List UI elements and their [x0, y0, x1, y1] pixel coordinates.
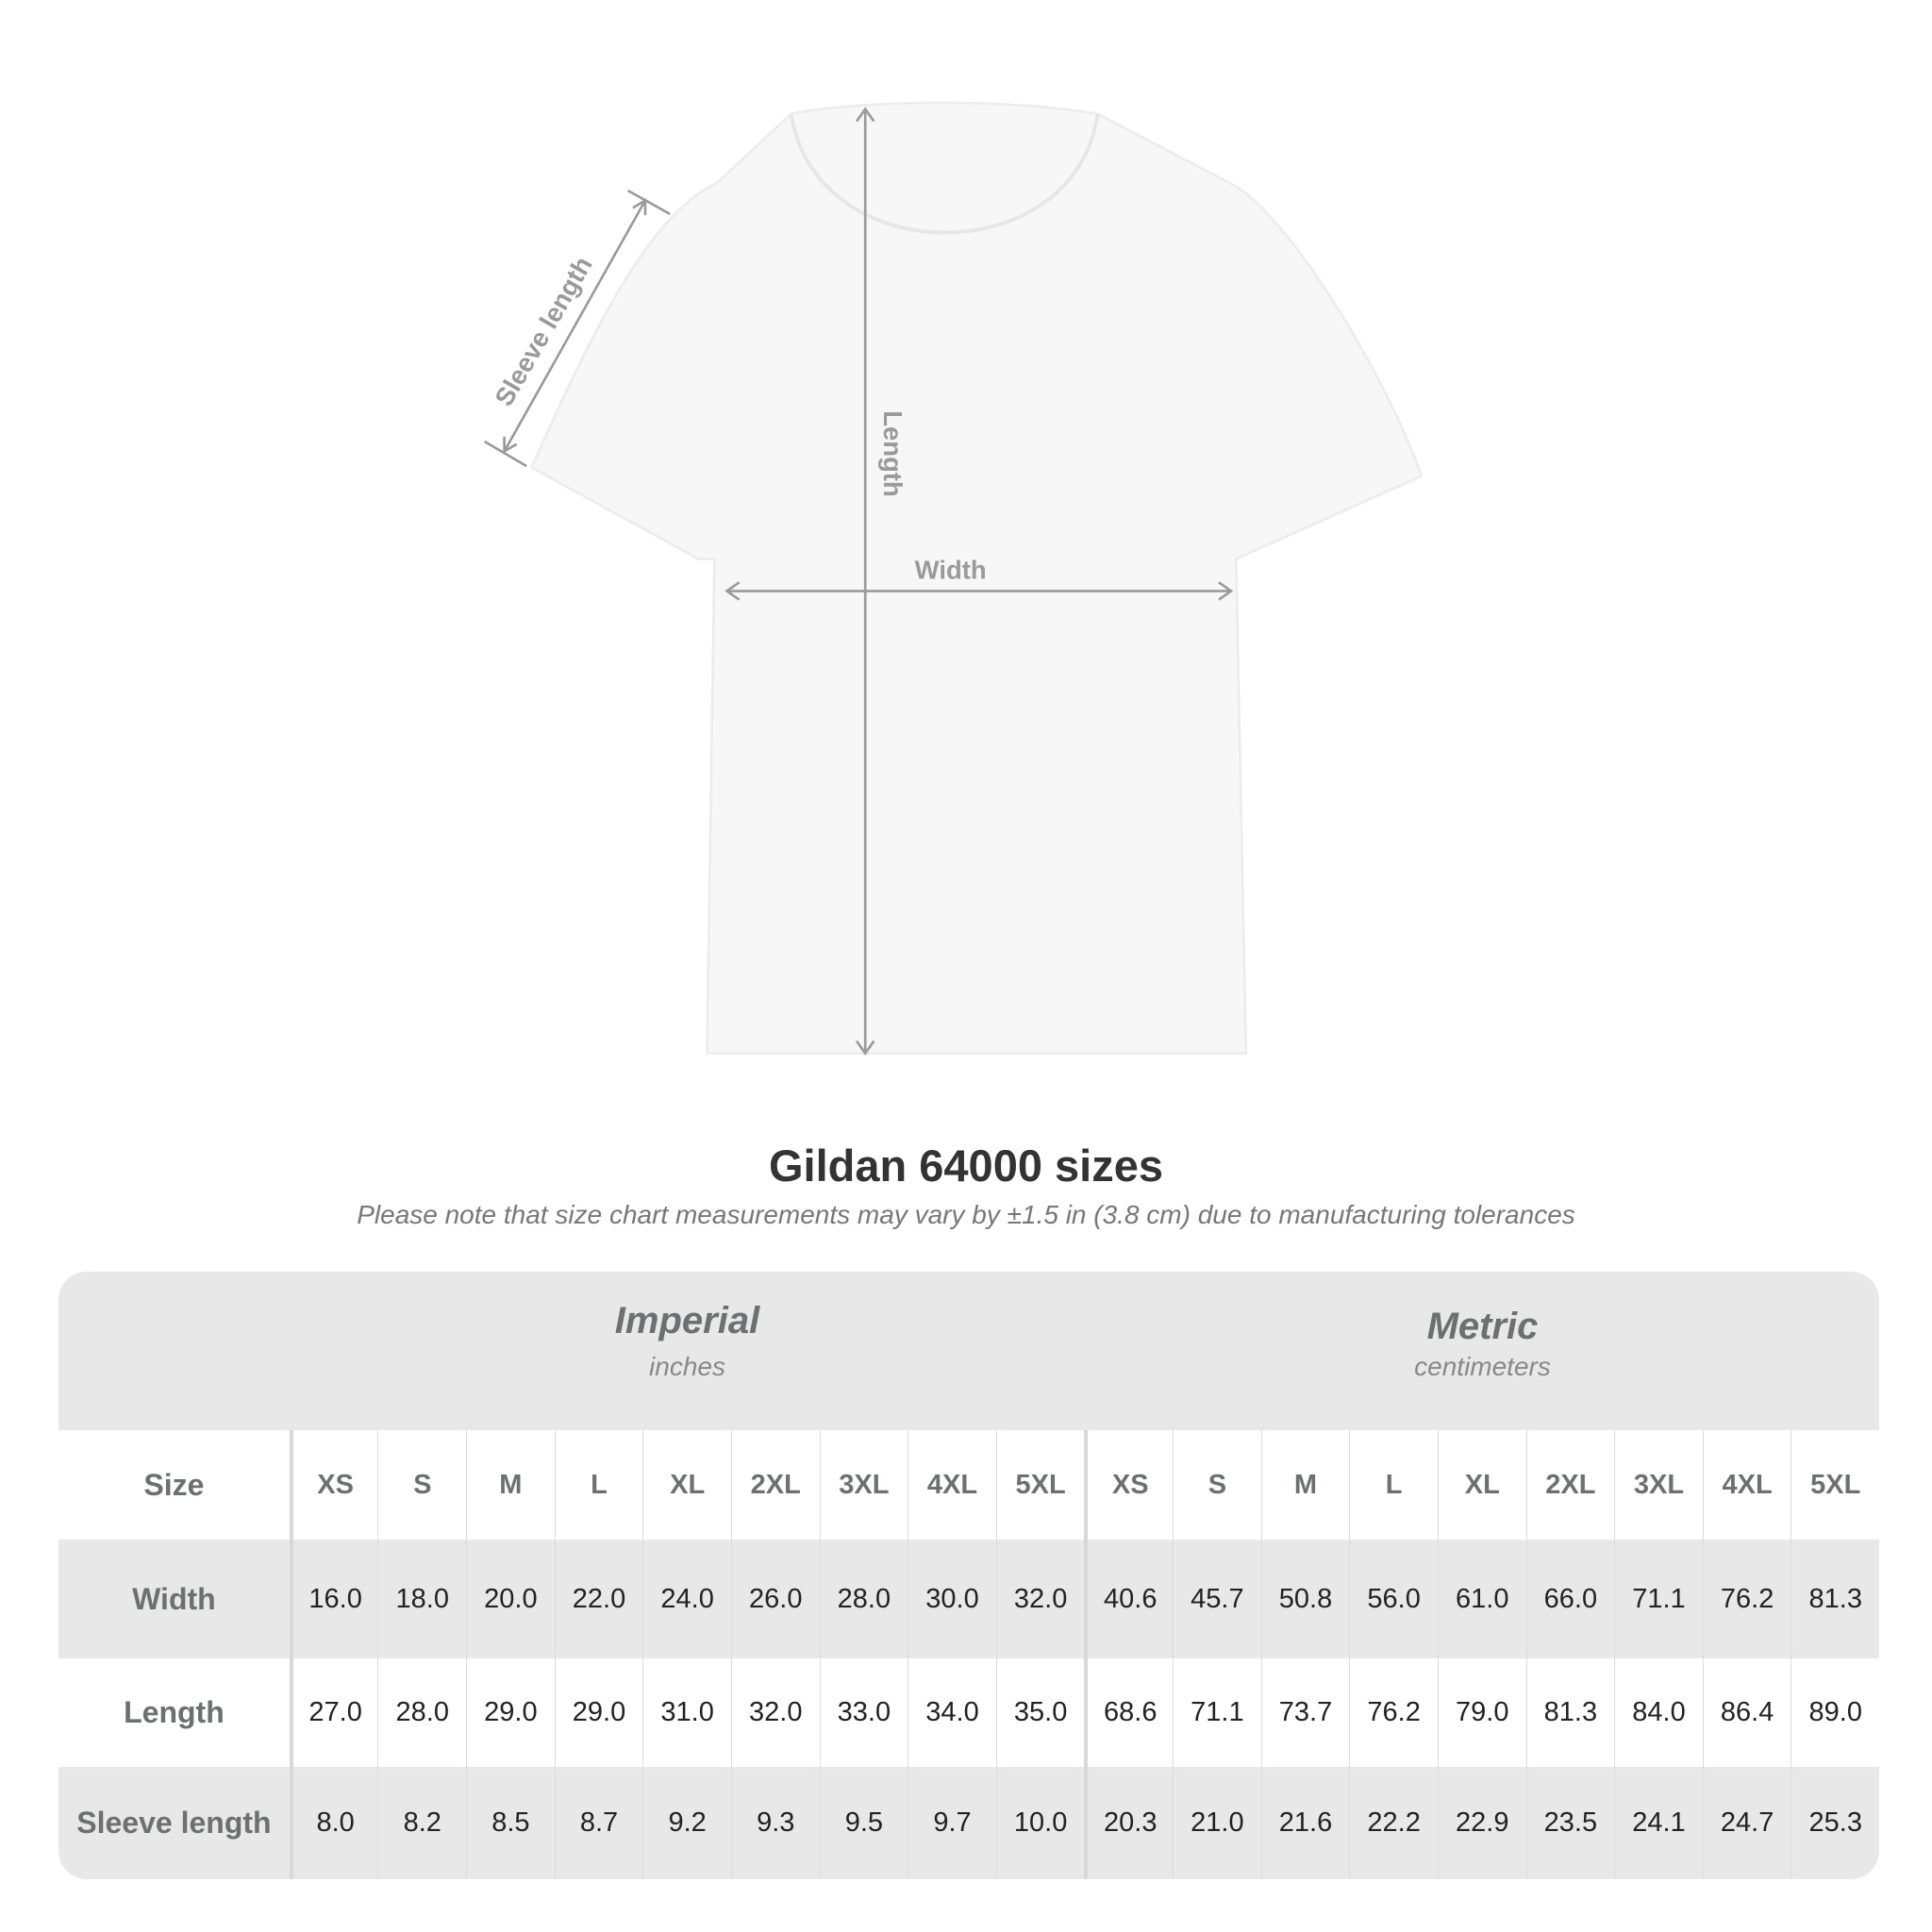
table-cell: 76.2 [1349, 1658, 1438, 1767]
size-label: Size [143, 1467, 205, 1502]
table-cell: 79.0 [1437, 1658, 1526, 1767]
tshirt-shape [529, 101, 1424, 1055]
table-cell: 40.6 [1084, 1540, 1173, 1658]
size-header-row: Size XS S M L XL 2XL 3XL 4XL 5XL XS S M L XL 2XL 3XL 4XL… [58, 1430, 1879, 1540]
table-row: Length 27.0 28.0 29.0 29.0 31.0 32.0 33.0 34.0 35… [58, 1658, 1879, 1767]
table-cell: 22.9 [1437, 1767, 1526, 1879]
width-label: Width [915, 555, 987, 584]
size-header-cell: M [1260, 1430, 1350, 1540]
table-cell: 22.2 [1349, 1767, 1438, 1879]
table-cell: 9.3 [730, 1767, 820, 1879]
table-cell: 9.5 [819, 1767, 908, 1879]
table-cell: 81.3 [1790, 1540, 1879, 1658]
size-header-cell: L [554, 1430, 643, 1540]
table-cell: 18.0 [377, 1540, 466, 1658]
table-cell: 20.3 [1084, 1767, 1173, 1879]
table-cell: 8.7 [554, 1767, 643, 1879]
table-cell: 26.0 [730, 1540, 820, 1658]
group-name: Metric [1426, 1306, 1539, 1347]
size-table: Imperial inches Metric centimeters Size … [58, 1272, 1879, 1879]
size-header-cell: M [466, 1430, 555, 1540]
size-header-cell: XS [289, 1430, 378, 1540]
size-header-cell: 3XL [1614, 1430, 1703, 1540]
table-cell: 71.1 [1614, 1540, 1703, 1658]
table-cell: 61.0 [1437, 1540, 1526, 1658]
row-label: Sleeve length [76, 1806, 272, 1840]
table-cell: 30.0 [908, 1540, 996, 1658]
table-cell: 84.0 [1614, 1658, 1703, 1767]
table-cell: 21.0 [1173, 1767, 1261, 1879]
table-cell: 68.6 [1084, 1658, 1173, 1767]
table-cell: 9.7 [908, 1767, 996, 1879]
size-header-cell: XS [1084, 1430, 1173, 1540]
table-cell: 89.0 [1790, 1658, 1879, 1767]
size-header-cell: XL [1437, 1430, 1526, 1540]
row-label: Length [124, 1695, 225, 1729]
table-row: Sleeve length 8.0 8.2 8.5 8.7 9.2 9.3 9.5 9.7 10.… [58, 1767, 1879, 1879]
table-cell: 29.0 [466, 1658, 555, 1767]
table-cell: 45.7 [1173, 1540, 1261, 1658]
table-cell: 21.6 [1260, 1767, 1350, 1879]
sleeve-arrow [503, 199, 647, 453]
table-cell: 34.0 [908, 1658, 996, 1767]
table-cell: 29.0 [554, 1658, 643, 1767]
table-cell: 20.0 [466, 1540, 555, 1658]
table-cell: 28.0 [377, 1658, 466, 1767]
table-cell: 22.0 [554, 1540, 643, 1658]
size-header-cell: 5XL [995, 1430, 1085, 1540]
table-cell: 50.8 [1260, 1540, 1350, 1658]
table-cell: 66.0 [1525, 1540, 1615, 1658]
table-cell: 24.7 [1702, 1767, 1791, 1879]
table-cell: 32.0 [730, 1658, 820, 1767]
group-unit: centimeters [1414, 1352, 1551, 1381]
table-cell: 24.1 [1614, 1767, 1703, 1879]
tolerance-note: Please note that size chart measurements… [357, 1200, 1575, 1229]
table-cell: 56.0 [1349, 1540, 1438, 1658]
table-cell: 86.4 [1702, 1658, 1791, 1767]
length-label: Length [878, 410, 908, 497]
size-header-cell: 3XL [819, 1430, 908, 1540]
table-cell: 81.3 [1525, 1658, 1615, 1767]
size-header-cell: 5XL [1790, 1430, 1879, 1540]
table-cell: 9.2 [642, 1767, 731, 1879]
table-cell: 10.0 [995, 1767, 1085, 1879]
table-cell: 8.5 [466, 1767, 555, 1879]
size-header-cell: 4XL [908, 1430, 996, 1540]
table-cell: 25.3 [1790, 1767, 1879, 1879]
tshirt-diagram: Sleeve length Length Width [483, 101, 1424, 1056]
imperial-header: Imperial inches [290, 1272, 1085, 1430]
row-label: Width [132, 1581, 216, 1616]
metric-header: Metric centimeters [1085, 1272, 1879, 1430]
table-cell: 71.1 [1173, 1658, 1261, 1767]
table-cell: 27.0 [289, 1658, 378, 1767]
table-cell: 24.0 [642, 1540, 731, 1658]
size-header-cell: XL [642, 1430, 731, 1540]
table-cell: 28.0 [819, 1540, 908, 1658]
size-header-cell: L [1349, 1430, 1438, 1540]
size-header-cell: S [377, 1430, 466, 1540]
table-cell: 8.2 [377, 1767, 466, 1879]
table-cell: 35.0 [995, 1658, 1085, 1767]
size-header-cell: 4XL [1702, 1430, 1791, 1540]
table-cell: 33.0 [819, 1658, 908, 1767]
table-cell: 76.2 [1702, 1540, 1791, 1658]
page-title: Gildan 64000 sizes [768, 1141, 1164, 1191]
size-header-cell: S [1173, 1430, 1261, 1540]
table-cell: 73.7 [1260, 1658, 1350, 1767]
table-cell: 32.0 [995, 1540, 1085, 1658]
collar [789, 113, 1100, 235]
table-cell: 31.0 [642, 1658, 731, 1767]
table-cell: 23.5 [1525, 1767, 1615, 1879]
group-name: Imperial [614, 1300, 760, 1341]
group-unit: inches [649, 1352, 725, 1381]
table-cell: 16.0 [289, 1540, 378, 1658]
size-header-cell: 2XL [730, 1430, 820, 1540]
size-header-cell: 2XL [1525, 1430, 1615, 1540]
table-cell: 8.0 [289, 1767, 378, 1879]
table-row: Width 16.0 18.0 20.0 22.0 24.0 26.0 28.0 30.0 32.… [58, 1540, 1879, 1658]
